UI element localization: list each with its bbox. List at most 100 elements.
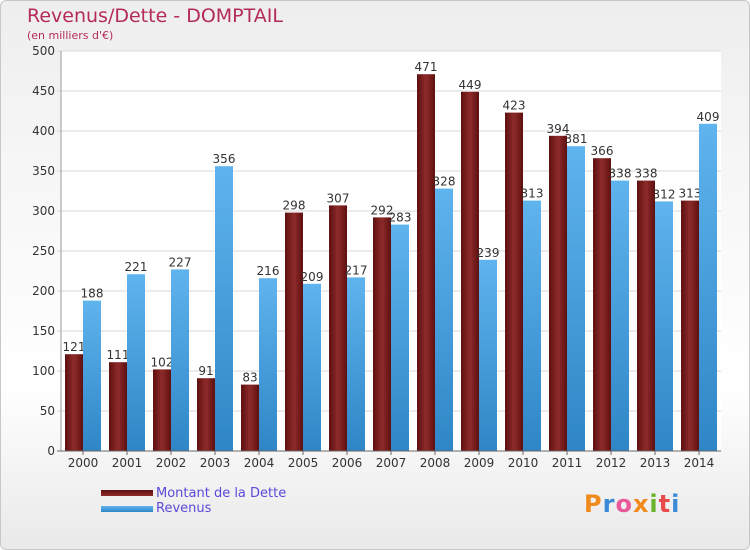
- x-tick-label: 2004: [244, 456, 275, 470]
- bar-revenue: [391, 224, 409, 451]
- bar-revenue: [435, 188, 453, 451]
- data-label: 83: [242, 371, 257, 385]
- x-tick-label: 2007: [376, 456, 407, 470]
- data-label: 394: [547, 122, 570, 136]
- bar-revenue: [303, 283, 321, 451]
- y-tick-label: 250: [32, 244, 55, 258]
- x-tick-label: 2008: [420, 456, 451, 470]
- logo-letter: o: [615, 490, 633, 518]
- bar-debt: [197, 378, 215, 451]
- bar-debt: [241, 384, 259, 451]
- data-label: 283: [389, 211, 412, 225]
- data-label: 217: [345, 263, 368, 277]
- x-tick-label: 2003: [200, 456, 231, 470]
- x-tick-label: 2000: [68, 456, 99, 470]
- y-tick-label: 400: [32, 124, 55, 138]
- data-label: 313: [679, 187, 702, 201]
- data-label: 227: [169, 255, 192, 269]
- data-label: 292: [371, 203, 394, 217]
- bar-debt: [153, 369, 171, 451]
- data-label: 471: [415, 60, 438, 74]
- bar-debt: [637, 180, 655, 451]
- bar-debt: [373, 217, 391, 451]
- bar-debt: [505, 112, 523, 451]
- data-label: 111: [107, 348, 130, 362]
- data-label: 312: [653, 187, 676, 201]
- chart-subtitle: (en milliers d'€): [27, 29, 114, 42]
- x-tick-label: 2013: [640, 456, 671, 470]
- y-tick-label: 300: [32, 204, 55, 218]
- data-label: 216: [257, 264, 280, 278]
- bar-revenue: [567, 146, 585, 451]
- bar-revenue: [655, 201, 673, 451]
- y-axis: 0 50 100 150 200 250 300 350 400 450 500: [32, 44, 62, 458]
- legend-swatch-debt: [101, 490, 153, 496]
- y-tick-label: 150: [32, 324, 55, 338]
- bar-revenue: [215, 166, 233, 451]
- legend-swatch-revenue: [101, 506, 153, 512]
- logo-letter: x: [632, 490, 650, 518]
- y-tick-label: 450: [32, 84, 55, 98]
- chart-title: Revenus/Dette - DOMPTAIL: [27, 5, 283, 27]
- data-label: 102: [151, 355, 174, 369]
- x-axis: 2000 2001 2002 2003 2004 2005 2006 2007 2008 2009…: [57, 450, 721, 470]
- data-label: 356: [213, 152, 236, 166]
- data-label: 338: [609, 167, 632, 181]
- data-label: 121: [63, 340, 86, 354]
- bar-revenue: [259, 278, 277, 451]
- legend-label-debt: Montant de la Dette: [156, 486, 287, 501]
- x-tick-label: 2012: [596, 456, 627, 470]
- data-label: 328: [433, 175, 456, 189]
- legend-label-revenue: Revenus: [156, 501, 212, 516]
- logo-letter: P: [584, 490, 603, 518]
- y-tick-label: 100: [32, 364, 55, 378]
- logo-letter: i: [671, 490, 681, 518]
- logo-letter: r: [602, 490, 616, 518]
- bar-revenue: [83, 300, 101, 451]
- bar-debt: [461, 91, 479, 452]
- bar-revenue: [699, 123, 717, 452]
- bar-debt: [109, 362, 127, 451]
- data-label: 366: [591, 144, 614, 158]
- bar-debt: [285, 212, 303, 451]
- bar-debt: [417, 74, 435, 451]
- data-label: 188: [81, 287, 104, 301]
- y-tick-label: 350: [32, 164, 55, 178]
- data-label: 91: [198, 364, 213, 378]
- bar-debt: [593, 158, 611, 451]
- x-tick-label: 2011: [552, 456, 583, 470]
- data-label: 209: [301, 270, 324, 284]
- data-label: 449: [459, 78, 482, 92]
- bar-debt: [549, 135, 567, 452]
- bar-revenue: [611, 180, 629, 451]
- data-label: 221: [125, 260, 148, 274]
- logo-letter: t: [658, 490, 672, 518]
- data-label: 409: [697, 110, 720, 124]
- bar-debt: [681, 200, 699, 451]
- y-tick-label: 0: [47, 444, 55, 458]
- x-tick-label: 2014: [684, 456, 715, 470]
- bar-revenue: [347, 277, 365, 451]
- data-label: 307: [327, 191, 350, 205]
- data-label: 423: [503, 99, 526, 113]
- x-tick-label: 2006: [332, 456, 363, 470]
- bars: 121 188 111 221 102 227 91 356 83 216 298 209 307 217…: [63, 60, 720, 452]
- data-label: 313: [521, 187, 544, 201]
- bar-debt: [65, 354, 83, 451]
- x-tick-label: 2002: [156, 456, 187, 470]
- bar-revenue: [171, 269, 189, 451]
- bar-debt: [329, 205, 347, 451]
- data-label: 239: [477, 246, 500, 260]
- data-label: 298: [283, 199, 306, 213]
- x-tick-label: 2005: [288, 456, 319, 470]
- bar-revenue: [523, 200, 541, 451]
- y-tick-label: 50: [40, 404, 55, 418]
- x-tick-label: 2010: [508, 456, 539, 470]
- y-tick-label: 200: [32, 284, 55, 298]
- proxiti-logo: Proxiti: [584, 490, 680, 518]
- x-tick-label: 2009: [464, 456, 495, 470]
- bar-revenue: [127, 274, 145, 451]
- y-tick-label: 500: [32, 44, 55, 58]
